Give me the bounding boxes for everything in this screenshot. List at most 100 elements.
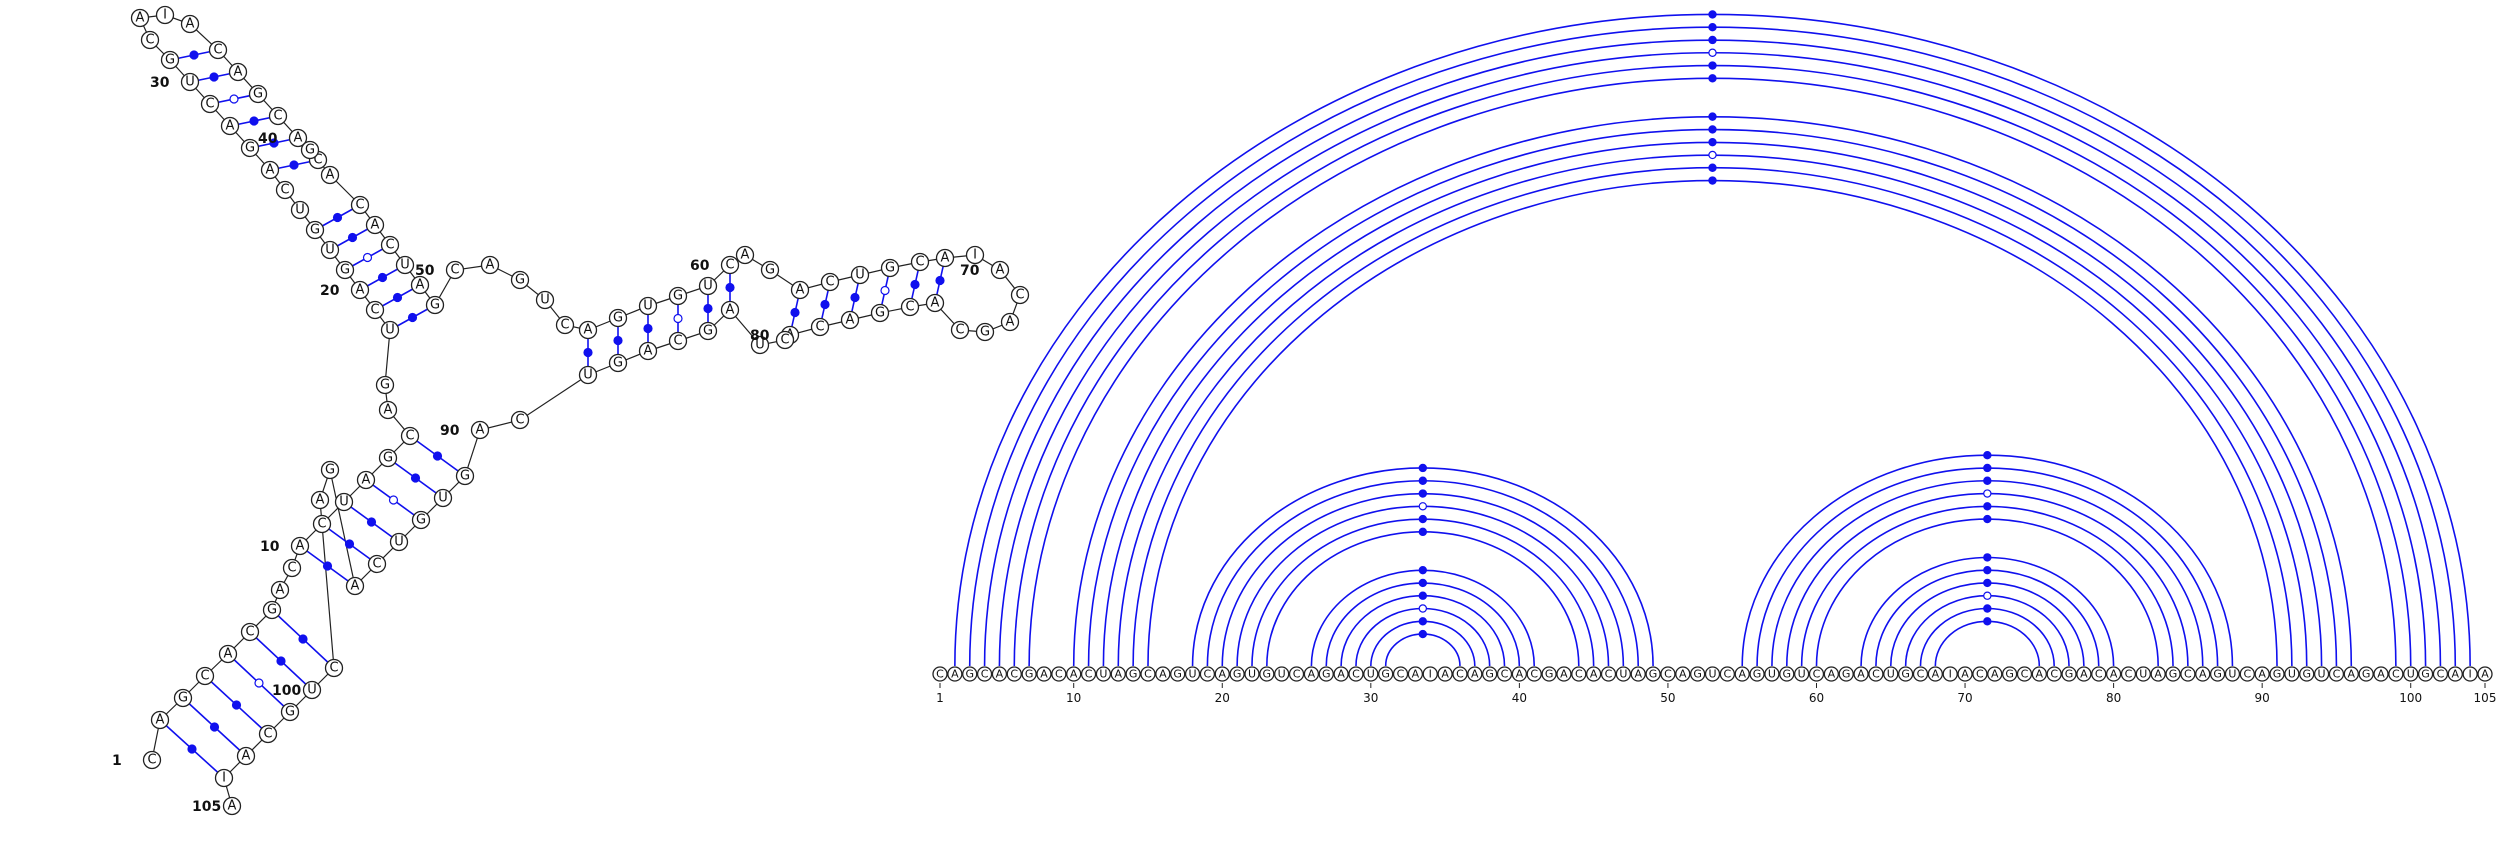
structure-nucleotide-57: U xyxy=(638,296,658,316)
arc-nucleotide-96: A xyxy=(2343,666,2359,682)
svg-text:A: A xyxy=(362,473,371,488)
svg-text:G: G xyxy=(1322,668,1331,681)
arc-nucleotide-93: G xyxy=(2299,666,2315,682)
svg-text:G: G xyxy=(2302,668,2311,681)
pair-arc-68-75 xyxy=(1934,620,2041,667)
svg-text:C: C xyxy=(560,318,569,333)
structure-nucleotide-58: G xyxy=(668,286,688,306)
svg-text:A: A xyxy=(996,263,1005,278)
arc-nucleotide-102: C xyxy=(2432,666,2449,682)
svg-text:A: A xyxy=(316,493,325,508)
svg-text:G: G xyxy=(1842,668,1851,681)
arc-tick-label-70: 70 xyxy=(1957,691,1972,705)
svg-text:A: A xyxy=(1516,668,1524,681)
svg-text:C: C xyxy=(1575,668,1583,681)
pair-marker-56-87 xyxy=(1983,463,1992,473)
svg-text:G: G xyxy=(2169,668,2178,681)
svg-text:A: A xyxy=(2258,668,2266,681)
arc-nucleotide-24: U xyxy=(1274,666,1290,682)
pair-bond-marker-31-36 xyxy=(189,50,199,60)
pair-bond-marker-66-77 xyxy=(880,285,890,296)
svg-text:U: U xyxy=(400,258,410,273)
structure-nucleotide-35: A xyxy=(180,14,200,34)
svg-text:G: G xyxy=(1173,668,1182,681)
svg-text:A: A xyxy=(1308,668,1316,681)
pair-arc-4-102 xyxy=(985,40,2441,666)
structure-nucleotide-2: A xyxy=(150,710,170,730)
svg-text:G: G xyxy=(430,298,440,313)
svg-text:C: C xyxy=(1605,668,1613,681)
structure-nucleotide-92: U xyxy=(433,488,453,508)
pair-marker-65-78 xyxy=(1983,578,1992,588)
pair-marker-18-49 xyxy=(1418,463,1428,473)
pair-marker-23-44 xyxy=(1418,527,1428,537)
svg-text:A: A xyxy=(1679,668,1687,681)
pair-bond-marker-22-45 xyxy=(347,232,358,243)
arc-nucleotide-46: C xyxy=(1600,666,1617,682)
svg-text:I: I xyxy=(222,771,226,786)
structure-nucleotide-24: U xyxy=(290,200,310,220)
svg-text:U: U xyxy=(2407,668,2415,681)
pair-marker-27-40 xyxy=(1418,578,1428,588)
svg-text:A: A xyxy=(1159,668,1167,681)
pair-arc-31-36 xyxy=(1384,633,1461,667)
arc-nucleotide-56: G xyxy=(1749,666,1765,682)
svg-text:C: C xyxy=(245,625,254,640)
pair-marker-15-91 xyxy=(1708,176,1717,185)
svg-text:U: U xyxy=(185,75,195,90)
position-label-70: 70 xyxy=(960,263,980,279)
svg-text:G: G xyxy=(380,378,390,393)
pair-bond-marker-3-103 xyxy=(209,722,220,732)
arc-nucleotide-62: G xyxy=(1838,666,1854,682)
structure-nucleotide-16: A xyxy=(378,400,398,420)
structure-nucleotide-77: G xyxy=(870,303,890,323)
svg-text:A: A xyxy=(1828,668,1836,681)
pair-bond-marker-21-46 xyxy=(362,252,373,263)
position-label-90: 90 xyxy=(440,423,460,439)
arc-nucleotide-65: U xyxy=(1883,666,1899,682)
svg-text:A: A xyxy=(136,11,145,26)
svg-text:U: U xyxy=(2318,668,2326,681)
svg-text:U: U xyxy=(385,323,395,338)
pair-marker-12-94 xyxy=(1708,137,1717,147)
svg-text:A: A xyxy=(1218,668,1226,681)
svg-text:C: C xyxy=(2050,668,2058,681)
svg-text:A: A xyxy=(1040,668,1048,681)
svg-text:A: A xyxy=(941,251,950,266)
arc-nucleotide-74: C xyxy=(2016,666,2033,682)
arc-nucleotide-36: C xyxy=(1452,666,1468,682)
svg-text:C: C xyxy=(2095,668,2103,681)
arc-nucleotide-11: C xyxy=(1080,666,1097,682)
svg-text:G: G xyxy=(1381,668,1390,681)
arc-nucleotide-18: U xyxy=(1184,666,1201,682)
arc-tick-label-100: 100 xyxy=(2399,691,2422,705)
svg-text:U: U xyxy=(325,243,335,258)
structure-nucleotide-104: I xyxy=(214,768,234,788)
arc-nucleotide-91: G xyxy=(2269,666,2285,682)
pair-bond-marker-15-91 xyxy=(432,451,443,461)
svg-text:A: A xyxy=(234,65,243,80)
arc-nucleotide-66: G xyxy=(1897,666,1914,682)
structure-nucleotide-83: A xyxy=(720,300,740,320)
svg-text:A: A xyxy=(1932,668,1940,681)
arc-nucleotide-47: U xyxy=(1615,666,1632,682)
arc-nucleotide-31: G xyxy=(1378,666,1394,682)
structure-nucleotide-65: U xyxy=(850,265,870,285)
structure-nucleotide-52: G xyxy=(510,270,530,290)
svg-text:G: G xyxy=(875,306,885,321)
arc-nucleotide-60: C xyxy=(1808,666,1825,682)
svg-text:A: A xyxy=(1961,668,1969,681)
svg-text:G: G xyxy=(267,603,277,618)
structure-nucleotide-78: A xyxy=(840,310,860,330)
svg-text:C: C xyxy=(147,753,156,768)
position-label-10: 10 xyxy=(260,539,280,555)
arc-nucleotide-104: I xyxy=(2462,666,2478,682)
pair-marker-58-85 xyxy=(1983,489,1992,498)
structure-nucleotide-79: C xyxy=(810,317,830,337)
structure-nucleotide-1: C xyxy=(142,750,162,770)
svg-text:U: U xyxy=(855,268,865,283)
arc-nucleotide-67: C xyxy=(1912,666,1929,682)
structure-nucleotide-101: G xyxy=(280,702,300,722)
structure-nucleotide-64: C xyxy=(820,272,840,292)
pair-bond-marker-4-102 xyxy=(231,700,242,710)
